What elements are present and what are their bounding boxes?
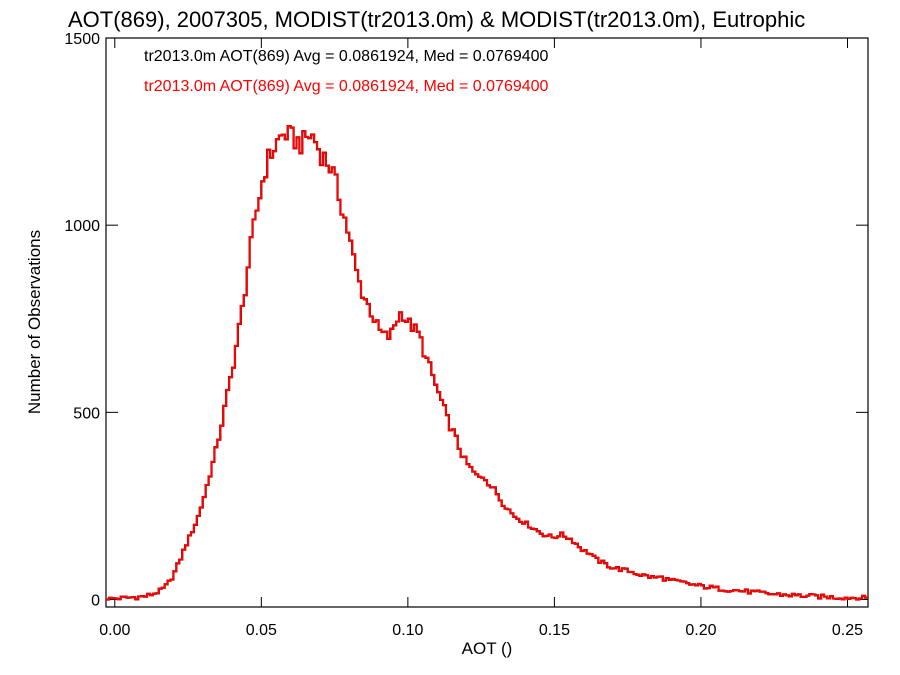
legend: tr2013.0m AOT(869) Avg = 0.0861924, Med …	[144, 48, 549, 95]
x-tick-label: 0.25	[832, 622, 863, 639]
y-axis-label: Number of Observations	[25, 230, 44, 414]
plot-frame	[105, 37, 869, 608]
x-tick-label: 0.20	[685, 622, 716, 639]
x-axis-label: AOT ()	[462, 639, 513, 658]
legend-entry-red: tr2013.0m AOT(869) Avg = 0.0861924, Med …	[144, 78, 549, 95]
histogram-series-black	[106, 124, 868, 601]
y-tick-label: 1500	[64, 31, 100, 48]
chart-title: AOT(869), 2007305, MODIST(tr2013.0m) & M…	[68, 7, 805, 32]
y-tick-label: 1000	[64, 218, 100, 235]
x-tick-label: 0.00	[99, 622, 130, 639]
x-tick-label: 0.15	[539, 622, 570, 639]
series-layer	[106, 124, 868, 601]
x-tick-label: 0.05	[246, 622, 277, 639]
histogram-series-red	[106, 125, 868, 601]
x-tick-label: 0.10	[392, 622, 423, 639]
y-tick-label: 0	[91, 593, 100, 610]
y-tick-label: 500	[73, 405, 100, 422]
legend-entry-black: tr2013.0m AOT(869) Avg = 0.0861924, Med …	[144, 48, 549, 65]
